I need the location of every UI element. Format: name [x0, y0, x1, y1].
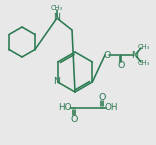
Text: O: O [98, 93, 106, 102]
Text: CH₃: CH₃ [51, 5, 63, 11]
Text: N: N [53, 77, 60, 87]
Text: O: O [70, 115, 78, 124]
Text: CH₃: CH₃ [138, 44, 150, 50]
Text: O: O [117, 60, 125, 69]
Text: N: N [132, 50, 139, 59]
Text: CH₃: CH₃ [138, 60, 150, 66]
Text: HO: HO [58, 104, 72, 113]
Text: N: N [54, 13, 61, 22]
Text: O: O [103, 50, 111, 59]
Text: OH: OH [104, 104, 118, 113]
